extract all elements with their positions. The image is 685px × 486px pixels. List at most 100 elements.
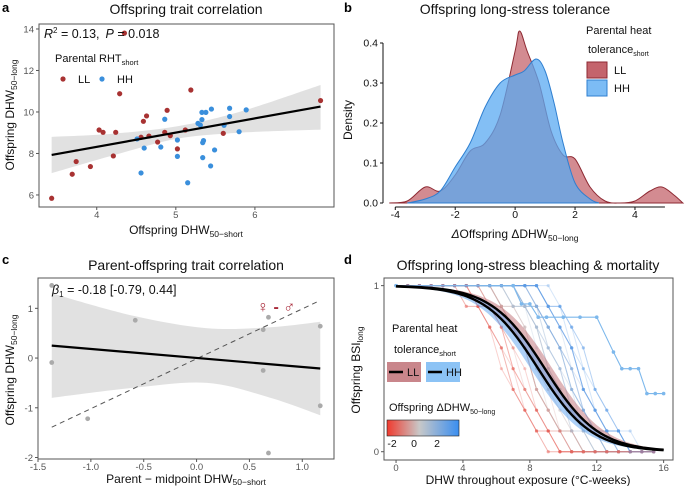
trajectory-point [640,450,644,454]
trajectory-point [651,450,656,454]
trajectory-point [605,450,609,454]
trajectory-point [546,346,550,350]
trajectory-point [534,387,539,392]
trajectory-point [523,387,527,392]
model-curve-hh [396,285,664,452]
trajectory-point [651,450,656,454]
legend-ll-label: LL [407,367,419,379]
legend-hh-dot [99,76,105,82]
trajectory-point [593,450,597,454]
trajectory-point [593,450,597,454]
legend-ll-label: LL [614,65,626,77]
point-ll [317,97,324,104]
trajectory-point [628,450,632,454]
trajectory-point [628,450,632,454]
trajectory-point [628,429,632,433]
trajectory-point [558,429,562,433]
trajectory-point [534,284,539,288]
trajectory-point [570,387,574,392]
trajectory-point [593,450,597,454]
trajectory-point [640,450,644,454]
trajectory-point [628,450,632,454]
y-tick-label: 12 [23,66,34,77]
highlight-trajectory-point [661,391,666,396]
trajectory-point [616,450,621,454]
point-hh [174,137,181,143]
trajectory-point [593,450,597,454]
trajectory-point [581,450,585,454]
point-hh [162,116,168,122]
data-point [260,327,266,333]
trajectory-point [534,304,539,308]
trajectory-point [523,304,527,308]
trajectory-point [616,450,621,454]
x-tick-label: -0.5 [136,462,152,473]
trajectory-point [534,429,539,433]
trajectory-point [628,450,632,454]
panel-label-c: c [2,252,9,267]
trajectory-point [523,408,527,412]
trajectory-point [640,450,644,454]
trajectory-point [640,450,644,454]
highlight-trajectory [396,285,664,395]
trajectory-point [511,367,515,371]
trajectory-point [570,325,574,329]
x-tick-label: 1.0 [296,462,309,473]
trajectory-point [488,325,492,329]
trajectory-point [616,450,621,454]
trajectory-point [593,408,597,412]
trajectory-point [534,284,539,288]
trajectory-point [581,408,585,412]
legend-hh-swatch [586,79,608,97]
panel-d-legend-title-1: Parental heat [392,323,457,335]
trajectory-point [558,325,562,329]
trajectory-point [640,450,644,454]
x-tick-label: 0.5 [243,462,256,473]
point-ll [110,153,116,159]
trajectory-point [605,450,609,454]
trajectory-point [581,450,585,454]
trajectory-point [546,450,550,454]
trajectory-point [570,429,574,433]
trajectory-point [640,450,644,454]
x-tick-label: 0 [393,463,398,474]
legend-ll-dot [60,76,66,82]
trajectory-point [651,450,656,454]
trajectory-point [546,429,550,433]
trajectory-point [523,408,527,412]
trajectory-point [651,450,656,454]
trajectory-point [558,304,562,308]
trajectory-point [558,346,562,350]
trajectory-point [593,450,597,454]
trajectory-point [546,450,550,454]
trajectory-point [640,450,644,454]
trajectory-point [558,304,562,308]
trajectory-point [570,325,574,329]
trajectory-point [546,304,550,308]
trajectory-point [558,450,562,454]
highlight-trajectory-point [594,315,599,319]
trajectory-point [523,325,527,329]
trajectory-point [523,284,527,288]
trajectory-point [534,304,539,308]
colorbar-title: Offspring ΔDHW50−long [389,402,495,416]
trajectory-point [640,450,644,454]
trajectory-point [605,450,609,454]
trajectory-point [651,450,656,454]
trajectory-point [558,450,562,454]
trajectory-point [640,450,644,454]
trajectory-point [570,450,574,454]
point-ll [164,107,170,113]
x-tick-label: 16 [658,463,669,474]
trajectory-point [523,304,527,308]
trajectory-point [628,450,632,454]
trajectory-point [605,450,609,454]
trajectory-point [593,450,597,454]
y-tick-label: 0 [28,354,33,365]
trajectory-point [546,346,550,350]
trajectory-point [616,429,621,433]
trajectory-point [628,450,632,454]
trajectory-point [558,450,562,454]
trajectory-point [593,450,597,454]
panel-a-title: Offspring trait correlation [109,1,262,17]
